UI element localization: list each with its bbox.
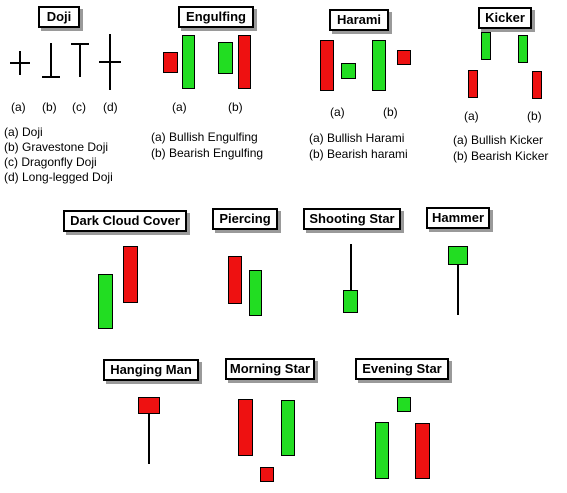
engulfing-a-large-bullish-candle [182, 35, 195, 89]
doji-description-c: (c) Dragonfly Doji [4, 155, 97, 169]
doji-label-d: (d) [103, 100, 118, 114]
doji-description-d: (d) Long-legged Doji [4, 170, 113, 184]
gravestone-doji-base [42, 76, 60, 78]
doji-label-b: (b) [42, 100, 57, 114]
evening-star-small-star-candle [397, 397, 411, 412]
kicker-a-bearish-candle [468, 70, 478, 98]
hanging-man-title: Hanging Man [103, 359, 199, 381]
morning-star-small-star-candle [260, 467, 274, 482]
engulfing-b-large-bearish-candle [238, 35, 251, 89]
harami-label-b: (b) [383, 105, 398, 119]
morning-star-title: Morning Star [225, 358, 315, 380]
harami-b-small-bearish-candle [397, 50, 411, 65]
shooting-star-title: Shooting Star [303, 208, 401, 230]
long-legged-doji-cross [99, 61, 121, 63]
piercing-bearish-candle [228, 256, 242, 304]
kicker-b-bullish-candle [518, 35, 528, 63]
kicker-a-bullish-candle [481, 32, 491, 60]
doji-description-b: (b) Gravestone Doji [4, 140, 109, 154]
harami-a-large-bearish-candle [320, 40, 334, 91]
engulfing-description-a: (a) Bullish Engulfing [151, 130, 258, 144]
evening-star-title: Evening Star [355, 358, 449, 380]
shooting-star-upper-wick [350, 244, 352, 291]
evening-star-bullish-candle [375, 422, 389, 479]
engulfing-title: Engulfing [178, 6, 254, 28]
evening-star-bearish-candle [415, 423, 430, 479]
doji-title: Doji [38, 6, 80, 28]
morning-star-bearish-candle [238, 399, 253, 456]
piercing-title: Piercing [212, 208, 278, 230]
dark-cloud-cover-bearish-candle [123, 246, 138, 303]
harami-label-a: (a) [330, 105, 345, 119]
kicker-label-a: (a) [464, 109, 479, 123]
kicker-description-b: (b) Bearish Kicker [453, 149, 549, 163]
doji-label-a: (a) [11, 100, 26, 114]
kicker-title: Kicker [478, 7, 532, 29]
kicker-label-b: (b) [527, 109, 542, 123]
harami-title: Harami [329, 9, 389, 31]
hammer-body [448, 246, 468, 265]
engulfing-a-small-bearish-candle [163, 52, 178, 73]
dark-cloud-cover-title: Dark Cloud Cover [63, 210, 187, 232]
shooting-star-body [343, 290, 358, 313]
piercing-bullish-candle [249, 270, 262, 316]
harami-b-large-bullish-candle [372, 40, 386, 91]
hanging-man-lower-wick [148, 414, 150, 464]
hanging-man-body [138, 397, 160, 414]
doji-label-c: (c) [72, 100, 86, 114]
engulfing-b-small-bullish-candle [218, 42, 233, 74]
doji-description-a: (a) Doji [4, 125, 43, 139]
hammer-lower-wick [457, 265, 459, 315]
dark-cloud-cover-bullish-candle [98, 274, 113, 329]
harami-description-b: (b) Bearish harami [309, 147, 408, 161]
doji-cross-vertical [19, 51, 21, 75]
engulfing-label-b: (b) [228, 100, 243, 114]
gravestone-doji-stem [50, 43, 52, 77]
dragonfly-doji-stem [79, 43, 81, 77]
harami-description-a: (a) Bullish Harami [309, 131, 405, 145]
engulfing-description-b: (b) Bearish Engulfing [151, 146, 264, 160]
morning-star-bullish-candle [281, 400, 295, 456]
hammer-title: Hammer [426, 207, 490, 229]
engulfing-label-a: (a) [172, 100, 187, 114]
kicker-description-a: (a) Bullish Kicker [453, 133, 544, 147]
harami-a-small-bullish-candle [341, 63, 356, 79]
kicker-b-bearish-candle [532, 71, 542, 99]
